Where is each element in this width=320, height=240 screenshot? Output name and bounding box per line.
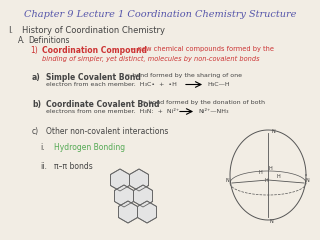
Text: H: H <box>276 174 280 180</box>
Text: Ni²⁺—NH₃: Ni²⁺—NH₃ <box>198 109 228 114</box>
Text: 1): 1) <box>30 46 38 55</box>
Text: electron from each member.  H₃C•  +  •H: electron from each member. H₃C• + •H <box>46 82 177 87</box>
Text: H: H <box>258 170 262 175</box>
Polygon shape <box>110 169 130 191</box>
Text: I.: I. <box>8 26 13 35</box>
Text: History of Coordination Chemistry: History of Coordination Chemistry <box>22 26 165 35</box>
Text: Chapter 9 Lecture 1 Coordination Chemistry Structure: Chapter 9 Lecture 1 Coordination Chemist… <box>24 10 296 19</box>
Text: c): c) <box>32 127 39 136</box>
Text: π–π bonds: π–π bonds <box>54 162 93 171</box>
Polygon shape <box>133 185 153 207</box>
Text: Simple Covalent Bond: Simple Covalent Bond <box>46 73 141 82</box>
Text: N: N <box>269 219 273 224</box>
Text: Coordination Compound: Coordination Compound <box>42 46 147 55</box>
Text: = new chemical compounds formed by the: = new chemical compounds formed by the <box>128 46 274 52</box>
Text: A.: A. <box>18 36 26 45</box>
Polygon shape <box>118 201 138 223</box>
Text: H: H <box>268 167 272 172</box>
Polygon shape <box>115 185 133 207</box>
Text: N: N <box>306 179 310 184</box>
Text: = bond formed by the donation of both: = bond formed by the donation of both <box>139 100 265 105</box>
Text: N: N <box>225 179 229 184</box>
Text: = bond formed by the sharing of one: = bond formed by the sharing of one <box>123 73 242 78</box>
Polygon shape <box>130 169 148 191</box>
Text: ii.: ii. <box>40 162 47 171</box>
Text: Other non-covalent interactions: Other non-covalent interactions <box>46 127 168 136</box>
Text: a): a) <box>32 73 41 82</box>
Text: H₃C—H: H₃C—H <box>207 82 230 87</box>
Text: electrons from one member.  H₃N:  +  Ni²⁺: electrons from one member. H₃N: + Ni²⁺ <box>46 109 179 114</box>
Text: b): b) <box>32 100 41 109</box>
Text: Coordinate Covalent Bond: Coordinate Covalent Bond <box>46 100 159 109</box>
Text: i.: i. <box>40 143 44 152</box>
Text: Definitions: Definitions <box>28 36 69 45</box>
Text: binding of simpler, yet distinct, molecules by non-covalent bonds: binding of simpler, yet distinct, molecu… <box>42 56 260 62</box>
Text: H: H <box>264 179 268 184</box>
Text: N: N <box>271 129 275 134</box>
Text: Hydrogen Bonding: Hydrogen Bonding <box>54 143 125 152</box>
Polygon shape <box>138 201 156 223</box>
